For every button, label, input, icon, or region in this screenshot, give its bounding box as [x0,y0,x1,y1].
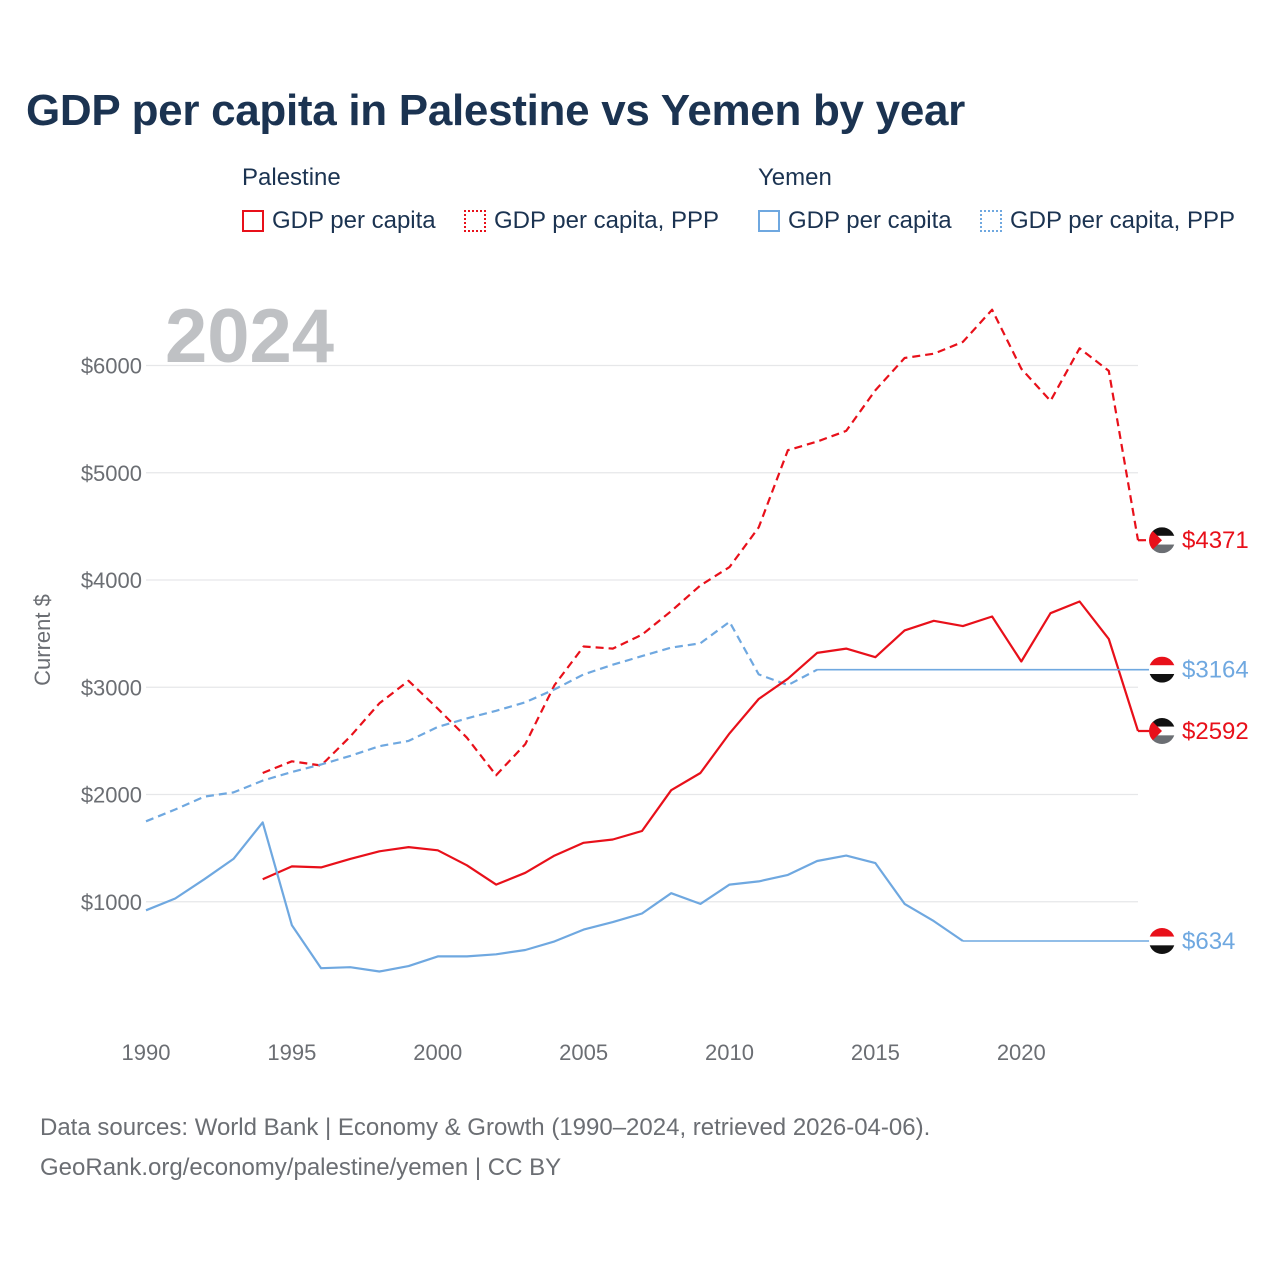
legend-label: GDP per capita [272,207,436,234]
legend-label: GDP per capita [788,207,952,234]
sources-link[interactable]: GeoRank.org/economy/palestine/yemen | CC… [40,1154,562,1181]
legend-swatch-solid-blue-icon [758,210,780,232]
y-axis-ticks: $1000 $2000 $3000 $4000 $5000 $6000 [81,354,142,915]
series-line-3[interactable] [145,821,964,973]
x-tick-label: 1990 [122,1040,171,1065]
legend-item-palestine-gdp-ppp[interactable]: GDP per capita, PPP [464,207,719,235]
data-sources: Data sources: World Bank | Economy & Gro… [40,1108,930,1188]
series-line-0[interactable] [262,308,1140,777]
x-tick-label: 2000 [413,1040,462,1065]
end-markers: $4371 $2592 $3164 $634 [1149,527,1249,955]
legend-swatch-dotted-blue-icon [980,210,1002,232]
legend-label: GDP per capita, PPP [1010,207,1235,234]
legend-group-palestine: Palestine [242,164,341,191]
yemen-flag-icon [1149,656,1175,683]
end-value-label: $634 [1182,928,1235,955]
x-axis-ticks: 1990 1995 2000 2005 2010 2015 2020 [122,1040,1046,1065]
sources-line-1: Data sources: World Bank | Economy & Gro… [40,1114,931,1141]
y-tick-label: $3000 [81,675,142,700]
legend-item-yemen-gdp-ppp[interactable]: GDP per capita, PPP [980,207,1235,235]
palestine-flag-icon [1149,718,1175,745]
end-value-label: $2592 [1182,718,1249,745]
end-value-label: $4371 [1182,527,1249,554]
x-tick-label: 2015 [851,1040,900,1065]
x-tick-label: 2020 [997,1040,1046,1065]
series-line-2[interactable] [262,600,1140,886]
line-chart: 2024 $1000 $2000 $3000 $4000 $5000 $6000 1990… [30,294,1249,1065]
series-line-1[interactable] [145,620,818,823]
legend-group-yemen: Yemen [758,164,832,191]
chart-title: GDP per capita in Palestine vs Yemen by … [26,86,965,135]
palestine-flag-icon [1149,527,1175,554]
x-tick-label: 2005 [559,1040,608,1065]
y-tick-label: $2000 [81,783,142,808]
y-tick-label: $5000 [81,461,142,486]
series-lines [145,308,1162,973]
y-axis-label: Current $ [30,594,55,686]
legend-label: GDP per capita, PPP [494,207,719,234]
x-tick-label: 2010 [705,1040,754,1065]
x-tick-label: 1995 [267,1040,316,1065]
current-year-watermark: 2024 [165,294,334,379]
legend-swatch-solid-red-icon [242,210,264,232]
gridlines [146,364,1138,903]
legend-swatch-dotted-red-icon [464,210,486,232]
legend-item-yemen-gdp[interactable]: GDP per capita [758,207,952,235]
end-value-label: $3164 [1182,657,1249,684]
y-tick-label: $6000 [81,354,142,379]
y-tick-label: $4000 [81,568,142,593]
yemen-flag-icon [1149,928,1175,955]
y-tick-label: $1000 [81,890,142,915]
legend-item-palestine-gdp[interactable]: GDP per capita [242,207,436,235]
